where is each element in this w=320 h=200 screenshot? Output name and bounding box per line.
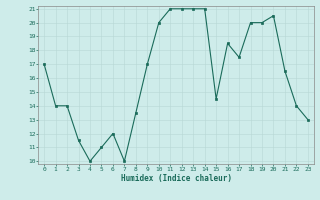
X-axis label: Humidex (Indice chaleur): Humidex (Indice chaleur) bbox=[121, 174, 231, 183]
